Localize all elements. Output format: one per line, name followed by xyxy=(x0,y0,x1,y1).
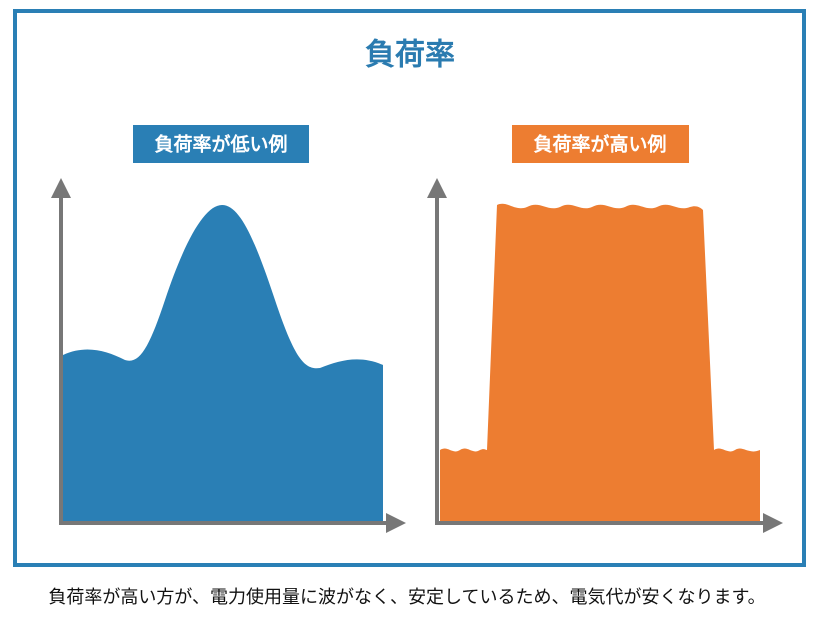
label-box xyxy=(133,125,309,163)
low-load-area xyxy=(63,205,383,523)
caption: 負荷率が高い方が、電力使用量に波がなく、安定しているため、電気代が安くなります。 xyxy=(48,587,765,608)
frame xyxy=(13,9,806,567)
title: 負荷率 xyxy=(365,38,455,73)
example-label: 負荷率が高い例 xyxy=(533,133,666,156)
example-label: 負荷率が低い例 xyxy=(154,133,287,156)
high-load-area xyxy=(440,203,760,523)
label-box xyxy=(512,125,689,163)
